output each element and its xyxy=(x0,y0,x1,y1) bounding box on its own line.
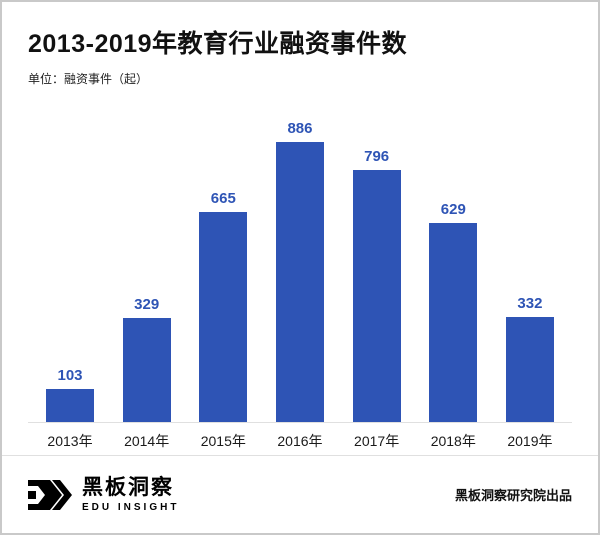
brand-logo: 黑板洞察 EDU INSIGHT xyxy=(28,476,179,513)
bar-2013 xyxy=(46,389,94,422)
bar-value-label: 796 xyxy=(364,148,390,165)
bar-group-2015: 665 xyxy=(185,190,261,422)
bar-value-label: 665 xyxy=(210,190,236,207)
x-tick-2019: 2019年 xyxy=(507,433,553,449)
bar-chart-plot-area: 103 329 665 886 796 629 332 xyxy=(28,101,572,423)
x-tick-2013: 2013年 xyxy=(47,433,93,449)
x-tick-2015: 2015年 xyxy=(200,433,246,449)
bar-group-2014: 329 xyxy=(109,296,185,422)
bar-group-2018: 629 xyxy=(415,201,491,422)
bar-2017 xyxy=(352,170,401,422)
bar-value-label: 886 xyxy=(287,120,313,137)
x-axis: 2013年 2014年 2015年 2016年 2017年 2018年 2019… xyxy=(28,431,572,451)
bar-group-2019: 332 xyxy=(492,295,568,422)
bar-2018 xyxy=(429,223,478,422)
bar-value-label: 629 xyxy=(440,201,466,218)
chart-title: 2013-2019年教育行业融资事件数 xyxy=(28,30,408,58)
edu-insight-logo-icon xyxy=(28,479,72,510)
unit-label: 单位：融资事件（起） xyxy=(28,72,149,86)
credit-text: 黑板洞察研究院出品 xyxy=(454,488,572,503)
bar-value-label: 332 xyxy=(517,295,543,312)
brand-subtitle: EDU INSIGHT xyxy=(82,502,180,514)
x-tick-2017: 2017年 xyxy=(354,433,400,449)
bar-2015 xyxy=(199,212,248,422)
footer: 黑板洞察 EDU INSIGHT 黑板洞察研究院出品 xyxy=(2,455,598,533)
bar-group-2017: 796 xyxy=(339,148,415,422)
bar-2016 xyxy=(275,142,324,422)
x-tick-2016: 2016年 xyxy=(277,433,323,449)
bar-group-2013: 103 xyxy=(32,367,108,422)
bar-value-label: 103 xyxy=(57,367,83,384)
x-tick-2014: 2014年 xyxy=(124,433,170,449)
x-tick-2018: 2018年 xyxy=(430,433,476,449)
bar-value-label: 329 xyxy=(134,296,160,313)
bar-2014 xyxy=(122,318,171,422)
bar-2019 xyxy=(505,317,554,422)
brand-name: 黑板洞察 xyxy=(82,475,174,499)
bar-group-2016: 886 xyxy=(262,120,338,422)
